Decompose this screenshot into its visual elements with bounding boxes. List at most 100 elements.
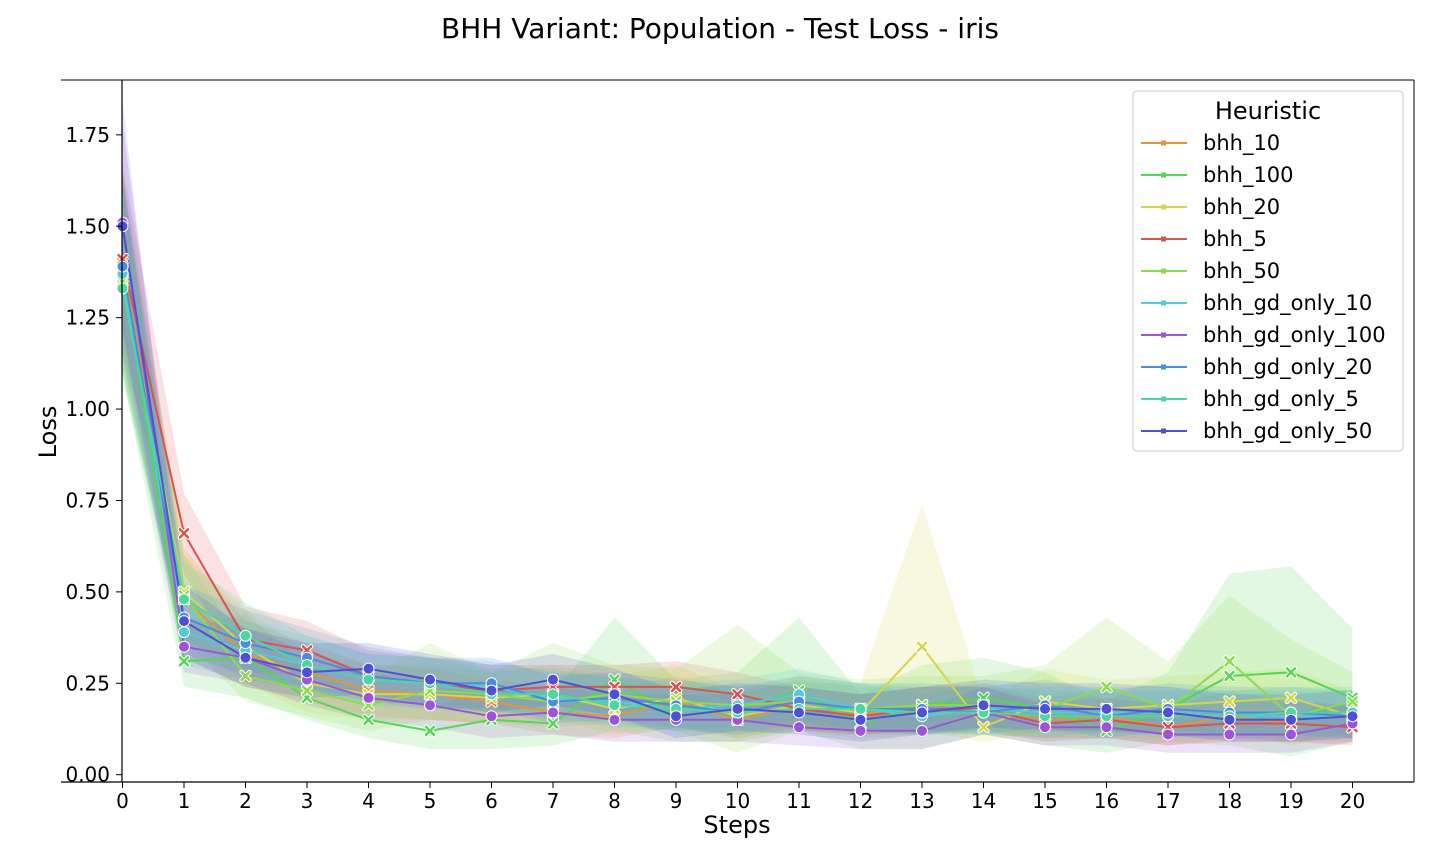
point-bhh-gd-only-5-7 (547, 688, 559, 701)
point-bhh-gd-only-100-1 (178, 640, 190, 653)
point-bhh-gd-only-50-10 (731, 702, 744, 715)
point-bhh-50-18 (1223, 655, 1236, 668)
legend-swatch-marker (1161, 204, 1166, 210)
legend-swatch-marker (1161, 396, 1166, 402)
point-bhh-gd-only-5-12 (854, 702, 867, 715)
point-bhh-20-13 (915, 640, 929, 653)
point-bhh-gd-only-50-16 (1100, 702, 1113, 715)
legend-item-bhh-50: bhh_50 (1141, 259, 1280, 284)
y-tick-label: 1.75 (65, 123, 110, 147)
point-bhh-gd-only-50-18 (1223, 713, 1236, 726)
point-bhh-20-18 (1223, 695, 1236, 708)
point-bhh-gd-only-50-14 (977, 699, 990, 712)
point-bhh-gd-only-100-15 (1039, 721, 1051, 734)
point-bhh-gd-only-100-17 (1162, 728, 1174, 741)
x-tick-label: 10 (725, 789, 750, 813)
point-bhh-100-18 (1223, 669, 1236, 683)
point-bhh-gd-only-50-15 (1039, 702, 1051, 715)
point-bhh-gd-only-100-19 (1285, 728, 1297, 741)
point-bhh-gd-only-50-6 (485, 684, 498, 697)
point-bhh-gd-only-50-7 (547, 673, 559, 686)
legend-item-bhh-gd-only-5: bhh_gd_only_5 (1141, 387, 1359, 412)
y-axis-label: Loss (34, 406, 62, 459)
x-tick-label: 9 (670, 789, 683, 813)
point-bhh-gd-only-50-12 (854, 713, 867, 726)
point-bhh-gd-only-5-4 (362, 673, 375, 686)
confidence-bands (122, 101, 1353, 757)
x-tick-label: 14 (971, 789, 996, 813)
legend-frame (1132, 90, 1404, 452)
point-bhh-gd-only-50-20 (1346, 710, 1359, 723)
point-bhh-100-7 (546, 717, 560, 730)
legend-item-bhh-5: bhh_5 (1141, 227, 1267, 252)
x-tick-label: 4 (362, 789, 375, 813)
y-tick-label: 0.00 (65, 763, 110, 787)
point-bhh-gd-only-5-8 (608, 699, 621, 712)
point-bhh-50-3 (300, 684, 314, 697)
x-tick-label: 20 (1340, 789, 1365, 813)
point-bhh-gd-only-50-19 (1285, 713, 1297, 726)
point-bhh-gd-only-100-18 (1223, 728, 1236, 741)
point-bhh-gd-only-50-2 (239, 651, 252, 664)
x-tick-label: 3 (301, 789, 314, 813)
legend-label: bhh_100 (1203, 163, 1294, 188)
point-bhh-20-19 (1284, 691, 1298, 705)
legend-item-bhh-100: bhh_100 (1141, 163, 1294, 188)
y-tick-label: 0.25 (65, 671, 110, 695)
x-axis-label: Steps (703, 811, 770, 839)
point-bhh-gd-only-100-12 (854, 724, 867, 737)
point-bhh-50-16 (1100, 680, 1113, 694)
legend-swatch-marker (1161, 268, 1166, 274)
band-bhh-gd-only-50 (122, 123, 1353, 742)
point-bhh-gd-only-100-5 (424, 699, 436, 712)
legend-swatch-marker (1161, 428, 1166, 434)
band-bhh-20 (122, 182, 1353, 742)
x-tick-label: 5 (424, 789, 437, 813)
legend-label: bhh_gd_only_100 (1203, 323, 1386, 348)
x-tick-label: 7 (547, 789, 560, 813)
legend-swatch-marker (1161, 364, 1166, 370)
x-tick-label: 11 (786, 789, 811, 813)
point-bhh-50-2 (239, 669, 252, 683)
band-bhh-50 (122, 189, 1353, 753)
point-bhh-gd-only-50-9 (670, 710, 682, 723)
legend-item-bhh-10: bhh_10 (1141, 131, 1280, 156)
legend-label: bhh_10 (1203, 131, 1280, 156)
legend-label: bhh_gd_only_5 (1203, 387, 1359, 412)
axes: 0 1 2 3 4 5 6 7 8 9 10 11 12 13 14 15 16 17 18 19 200.000.25… (61, 79, 1415, 813)
point-bhh-gd-only-100-7 (547, 706, 559, 719)
point-bhh-gd-only-5-1 (178, 593, 190, 606)
point-bhh-gd-only-50-3 (301, 666, 313, 679)
point-bhh-gd-only-50-13 (916, 706, 928, 719)
x-tick-label: 2 (239, 789, 252, 813)
x-tick-label: 19 (1278, 789, 1303, 813)
legend-label: bhh_50 (1203, 259, 1280, 284)
legend-swatch-marker (1161, 172, 1166, 178)
x-tick-label: 15 (1032, 789, 1057, 813)
point-bhh-gd-only-100-16 (1100, 721, 1113, 734)
point-bhh-gd-only-50-11 (793, 706, 805, 719)
y-tick-label: 1.25 (65, 306, 110, 330)
legend-label: bhh_gd_only_20 (1203, 355, 1372, 380)
point-bhh-gd-only-50-5 (424, 673, 436, 686)
point-bhh-gd-only-100-8 (608, 713, 621, 726)
legend-item-bhh-gd-only-100: bhh_gd_only_100 (1141, 323, 1386, 348)
y-tick-label: 0.50 (65, 580, 110, 604)
legend-item-bhh-gd-only-50: bhh_gd_only_50 (1141, 419, 1372, 444)
x-tick-label: 13 (909, 789, 934, 813)
legend-label: bhh_gd_only_10 (1203, 291, 1372, 316)
point-bhh-gd-only-50-1 (178, 615, 190, 628)
point-bhh-gd-only-100-13 (916, 724, 928, 737)
legend-swatch-marker (1161, 332, 1166, 338)
legend-title: Heuristic (1215, 97, 1321, 125)
x-tick-label: 0 (116, 789, 129, 813)
legend-item-bhh-gd-only-10: bhh_gd_only_10 (1141, 291, 1372, 316)
legend-item-bhh-20: bhh_20 (1141, 195, 1280, 220)
legend-item-bhh-gd-only-20: bhh_gd_only_20 (1141, 355, 1372, 380)
band-bhh-100 (122, 171, 1353, 757)
point-bhh-gd-only-5-2 (239, 629, 252, 642)
legend: Heuristic bhh_10 bhh_100 bhh_20 bhh_5 bhh_50… (1132, 90, 1404, 452)
chart-title: BHH Variant: Population - Test Loss - ir… (441, 12, 999, 45)
point-bhh-100-4 (362, 713, 375, 727)
